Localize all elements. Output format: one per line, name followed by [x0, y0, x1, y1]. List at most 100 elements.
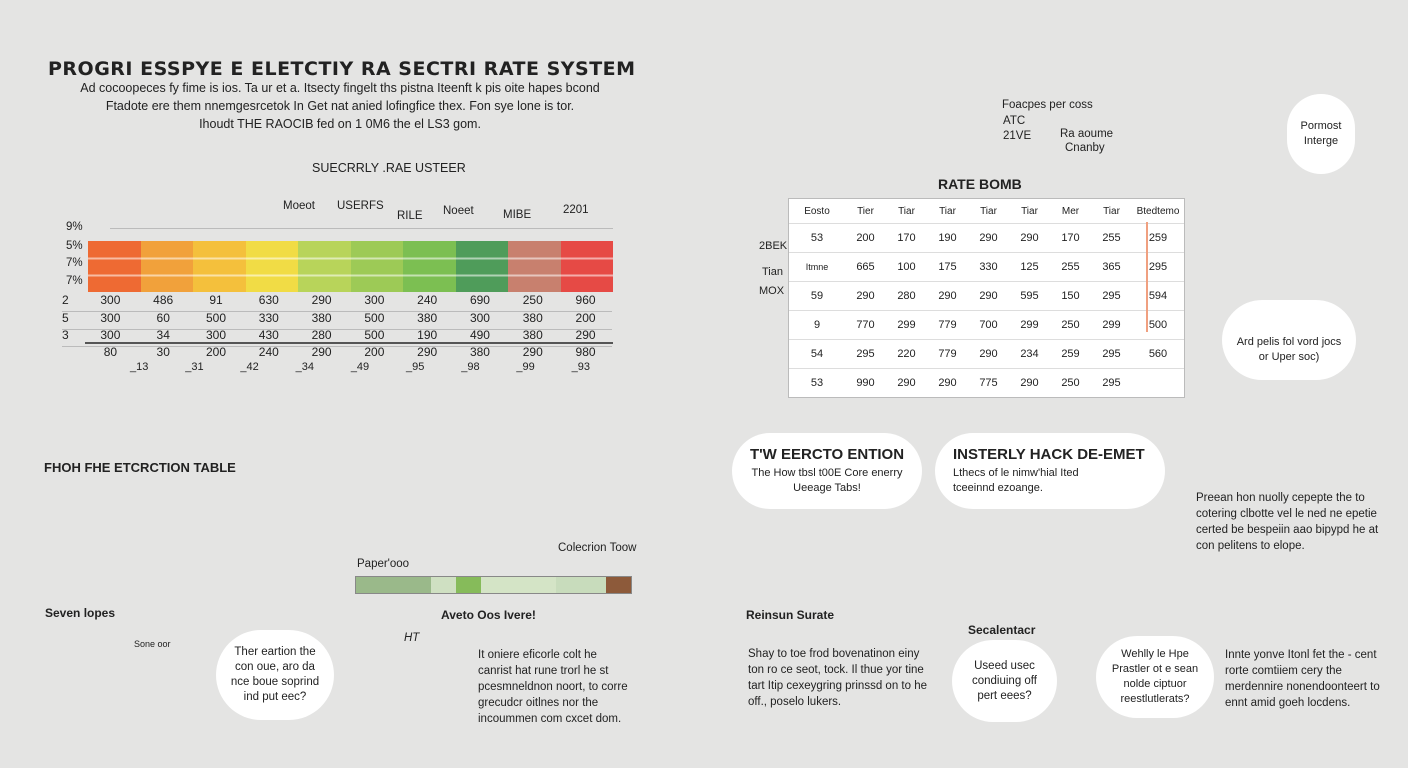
- cell: 175: [927, 252, 968, 282]
- cell: 770: [845, 310, 886, 340]
- cell: 295: [1091, 368, 1132, 397]
- cell: 9: [789, 310, 845, 340]
- cell: 290: [968, 339, 1009, 369]
- footnote: _49: [350, 361, 370, 373]
- cell: 200: [205, 345, 226, 359]
- cell: 290: [1009, 368, 1050, 397]
- header-cell: Tiar: [1103, 205, 1120, 217]
- cell: 500: [1132, 310, 1184, 340]
- header-cell: Tiar: [980, 205, 997, 217]
- band-segment: [245, 241, 298, 292]
- rate-table: Eosto Tier Tiar Tiar Tiar Tiar Mer Tiar Btedtemo…: [788, 198, 1185, 398]
- table-row: 53 200 170 190 290 290 170 255 259: [789, 223, 1184, 253]
- cell: 594: [1132, 281, 1184, 311]
- gradient-chart-heading: SUECRRLY .RAE USTEER: [312, 161, 466, 175]
- header-cell: Tiar: [1021, 205, 1038, 217]
- bottom-left-heading: FHOH FHE ETCRCTION TABLE: [44, 460, 236, 475]
- footnote: _95: [406, 361, 425, 373]
- house-line-1: Foacpes per coss: [1002, 99, 1093, 111]
- cell: 365: [1091, 252, 1132, 282]
- ht-label: HT: [404, 632, 420, 644]
- footnote: _98: [461, 361, 480, 373]
- row-lead: 3: [62, 328, 69, 342]
- footnote: _34: [295, 361, 314, 373]
- cell: 255: [1091, 223, 1132, 253]
- cell: 200: [845, 223, 886, 253]
- cell: 990: [845, 368, 886, 397]
- axis-label-2: 5%: [66, 240, 83, 252]
- cell: 290: [845, 281, 886, 311]
- bubble-hack: INSTERLY HACK DE-EMET Lthecs of le nimw'…: [935, 433, 1165, 509]
- header-cell: Btedtemo: [1136, 205, 1180, 217]
- collection-label: Colecrion Toow: [558, 542, 637, 554]
- cell: 665: [845, 252, 886, 282]
- cell: 280: [886, 281, 927, 311]
- cell: 234: [1009, 339, 1050, 369]
- cell: 299: [886, 310, 927, 340]
- bar-segment: [356, 577, 431, 593]
- seven-bubble-text: Sone oor: [134, 639, 171, 649]
- table-row: 2 300 486 91 630 290 300 240 690 250 960: [62, 293, 612, 312]
- cell: 290: [927, 281, 968, 311]
- seven-label: Seven lopes: [45, 606, 116, 620]
- cell: 200: [575, 311, 596, 325]
- row-lead: 5: [62, 311, 69, 325]
- tier-label-1: Moeot: [283, 200, 315, 212]
- cell: 250: [522, 293, 543, 307]
- cell: 290: [968, 223, 1009, 253]
- table-row: 59 290 280 290 290 595 150 295 594: [789, 281, 1184, 311]
- cell: 486: [153, 293, 174, 307]
- svg-text:$: $: [870, 561, 880, 580]
- cell: 500: [205, 311, 226, 325]
- cell: 295: [1091, 281, 1132, 311]
- cell: 295: [1091, 339, 1132, 369]
- cell: 500: [364, 328, 385, 342]
- cell: 380: [469, 345, 490, 359]
- right-paragraph: Preean hon nuolly cepepte the to coterin…: [1196, 492, 1379, 552]
- cell: 779: [927, 339, 968, 369]
- gradient-band-bar: [88, 241, 613, 292]
- cell: 80: [103, 345, 118, 359]
- tier-label-6: 2201: [563, 204, 589, 216]
- header-cell: Tier: [857, 205, 874, 217]
- cell: 595: [1009, 281, 1050, 311]
- cell: 630: [258, 293, 279, 307]
- cell: 125: [1009, 252, 1050, 282]
- cell: 53: [789, 223, 845, 253]
- tier-label-4: Noeet: [443, 205, 474, 217]
- cell: 300: [469, 311, 490, 325]
- cell: 690: [469, 293, 490, 307]
- axis-label-1: 9%: [66, 221, 83, 233]
- cell: 779: [927, 310, 968, 340]
- bubble-ertion-title: T'W EERCTO ENTION: [749, 445, 905, 463]
- bar-segment: [456, 577, 481, 593]
- table-row: 80 30 200 240 290 200 290 380 290 980: [62, 345, 612, 363]
- cell: 100: [886, 252, 927, 282]
- cell: 240: [417, 293, 438, 307]
- tier-label-3: RILE: [397, 210, 423, 222]
- bar-segment: [556, 577, 606, 593]
- cell: 290: [927, 368, 968, 397]
- house-line-2: ATC: [1003, 115, 1026, 127]
- bubble-ertion: T'W EERCTO ENTION The How tbsl t00E Core…: [732, 433, 922, 509]
- svg-text:$: $: [827, 563, 837, 582]
- header-cell: Tiar: [898, 205, 915, 217]
- cell: 300: [364, 293, 385, 307]
- cell: 700: [968, 310, 1009, 340]
- row-lead: 2: [62, 293, 69, 307]
- tower-bubble-bottom: Ard pelis fol vord jocs or Uper soc): [1222, 300, 1356, 380]
- house-line-5: Cnanby: [1065, 142, 1105, 154]
- cell: 190: [927, 223, 968, 253]
- table-header-row: Eosto Tier Tiar Tiar Tiar Tiar Mer Tiar Btedtemo: [789, 199, 1184, 224]
- cell: 560: [1132, 339, 1184, 369]
- house-line-3: 21VE: [1003, 130, 1032, 142]
- cell: 380: [417, 311, 438, 325]
- secalentacr-label: Secalentacr: [968, 623, 1036, 637]
- side-label-2: Tian: [762, 266, 783, 278]
- band-segment: [508, 241, 561, 292]
- cell: 290: [968, 281, 1009, 311]
- table-divider: [85, 342, 613, 344]
- cell: [1132, 368, 1184, 397]
- cell: 200: [364, 345, 385, 359]
- cell: 91: [209, 293, 223, 307]
